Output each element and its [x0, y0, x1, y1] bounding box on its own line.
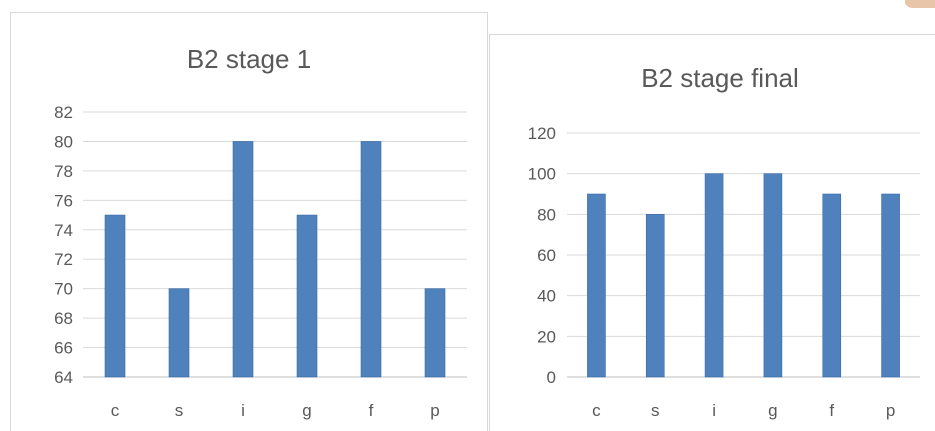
category-label-c: c — [111, 401, 120, 420]
bar-p — [881, 193, 900, 378]
category-label-g: g — [302, 401, 311, 420]
bars — [587, 173, 900, 378]
bar-g — [763, 173, 783, 378]
y-tick-label: 64 — [54, 368, 73, 387]
gridlines — [567, 132, 920, 378]
category-label-s: s — [651, 401, 660, 420]
y-tick-label: 78 — [54, 162, 73, 181]
category-label-i: i — [241, 401, 245, 420]
bar-chart-stage-final: B2 stage final 0 20 40 60 80 100 120 c s i g f p — [528, 63, 920, 420]
category-label-g: g — [768, 401, 777, 420]
chart-panel-stage-final: B2 stage final 0 20 40 60 80 100 120 c s i g f p — [489, 34, 935, 431]
y-tick-label: 20 — [537, 327, 556, 346]
chart-panel-stage-1: B2 stage 1 64 66 68 70 72 74 76 78 80 82 c s i g f p — [10, 12, 488, 431]
y-tick-label: 40 — [537, 287, 556, 306]
y-tick-label: 80 — [537, 205, 556, 224]
chart-title: B2 stage final — [641, 63, 799, 93]
gridlines — [83, 111, 467, 378]
y-tick-label: 70 — [54, 280, 73, 299]
corner-decoration — [905, 0, 935, 8]
bar-s — [645, 214, 665, 378]
bar-c — [587, 193, 606, 378]
y-tick-label: 68 — [54, 309, 73, 328]
y-tick-label: 60 — [537, 246, 556, 265]
category-label-s: s — [175, 401, 184, 420]
category-label-i: i — [712, 401, 716, 420]
y-tick-label: 76 — [54, 191, 73, 210]
category-label-p: p — [430, 401, 439, 420]
y-tick-label: 0 — [547, 368, 556, 387]
bar-c — [104, 214, 126, 378]
category-label-c: c — [592, 401, 601, 420]
bar-i — [232, 141, 254, 378]
bar-g — [296, 214, 318, 378]
bar-i — [704, 173, 724, 378]
y-tick-label: 120 — [528, 124, 556, 143]
y-tick-label: 74 — [54, 221, 73, 240]
y-tick-label: 82 — [54, 103, 73, 122]
bars — [104, 141, 446, 378]
bar-f — [360, 141, 382, 378]
y-tick-label: 66 — [54, 339, 73, 358]
y-tick-label: 80 — [54, 132, 73, 151]
category-label-p: p — [886, 401, 895, 420]
y-tick-label: 72 — [54, 250, 73, 269]
bar-s — [168, 288, 190, 378]
bar-f — [822, 193, 842, 378]
y-axis-tick-labels: 0 20 40 60 80 100 120 — [528, 124, 556, 387]
y-axis-tick-labels: 64 66 68 70 72 74 76 78 80 82 — [54, 103, 73, 387]
bar-p — [424, 288, 446, 378]
category-label-f: f — [829, 401, 834, 420]
category-label-f: f — [369, 401, 374, 420]
chart-title: B2 stage 1 — [187, 44, 311, 74]
y-tick-label: 100 — [528, 165, 556, 184]
bar-chart-stage-1: B2 stage 1 64 66 68 70 72 74 76 78 80 82 c s i g f p — [54, 44, 467, 420]
